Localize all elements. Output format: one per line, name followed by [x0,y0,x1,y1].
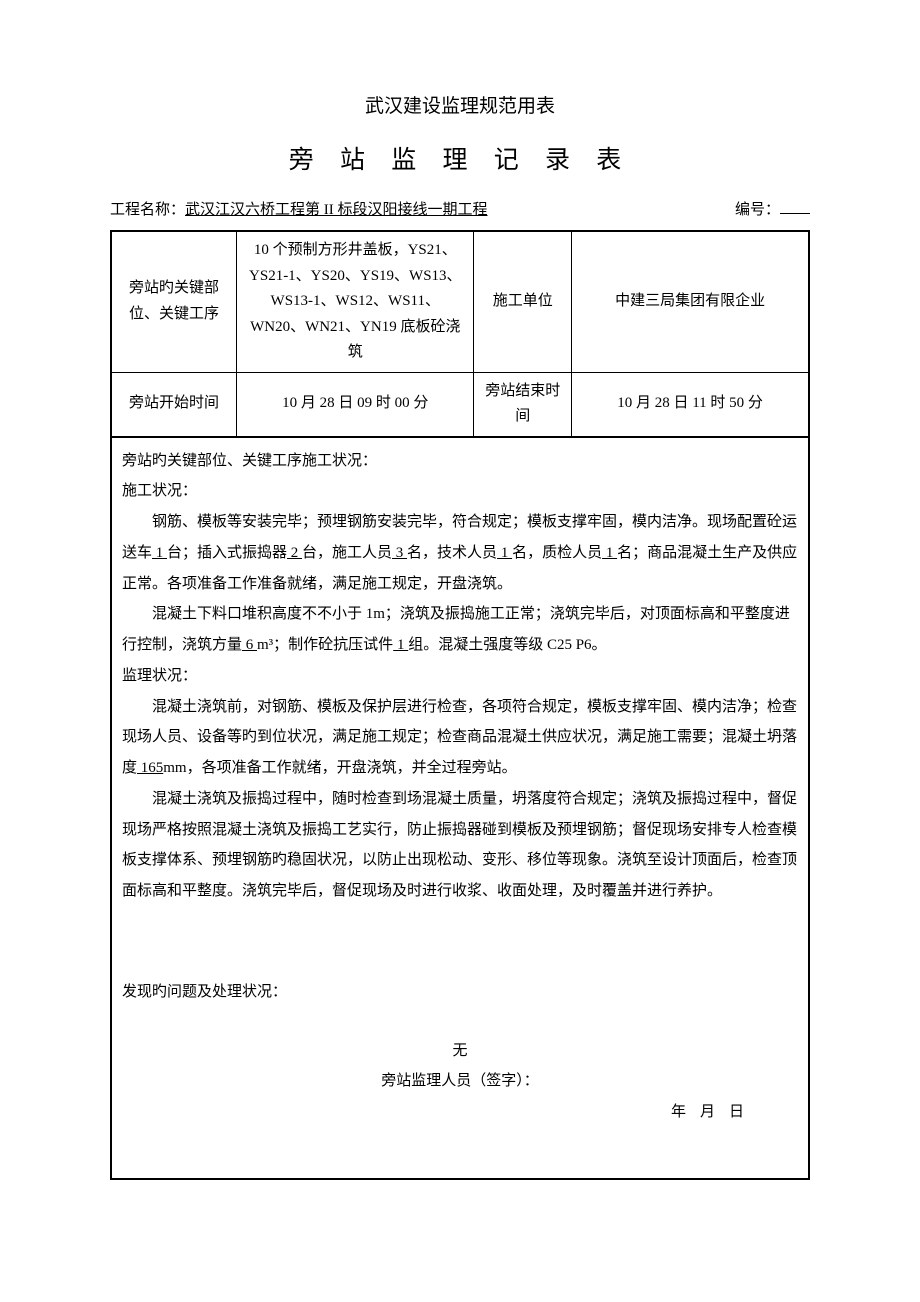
underline-value: 3 [392,545,407,561]
form-title: 旁 站 监 理 记 录 表 [110,138,810,183]
underline-value: 1 [602,545,617,561]
text: mm，各项准备工作就绪，开盘浇筑，并全过程旁站。 [163,760,516,776]
serial-label: 编号： [735,202,780,218]
paragraph-construction-1: 钢筋、模板等安装完毕；预埋钢筋安装完毕，符合规定；模板支撑牢固，模内洁净。现场配… [122,507,798,599]
underline-value: 2 [287,545,302,561]
underline-value: 165 [137,760,163,776]
serial-blank [780,213,810,214]
underline-value: 1 [152,545,167,561]
text: m³；制作砼抗压试件 [257,637,393,653]
cell-contractor-label: 施工单位 [474,231,572,372]
content-box: 旁站旳关键部位、关键工序施工状况： 施工状况： 钢筋、模板等安装完毕；预埋钢筋安… [110,436,810,1180]
serial-meta: 编号： [735,197,810,224]
meta-row: 工程名称：武汉江汉六桥工程第 II 标段汉阳接线一期工程 编号： [110,197,810,224]
project-meta: 工程名称：武汉江汉六桥工程第 II 标段汉阳接线一期工程 [110,197,488,224]
text: 台，施工人员 [302,545,392,561]
org-title: 武汉建设监理规范用表 [110,90,810,124]
text: 名，技术人员 [407,545,497,561]
paragraph-supervision-2: 混凝土浇筑及振捣过程中，随时检查到场混凝土质量，坍落度符合规定；浇筑及振捣过程中… [122,784,798,907]
cell-start-value: 10 月 28 日 09 时 00 分 [237,372,474,437]
spacer [122,907,798,977]
date-line: 年月日 [122,1097,798,1128]
table-row: 旁站旳关键部位、关键工序 10 个预制方形井盖板，YS21、YS21-1、YS2… [111,231,809,372]
text: 名，质检人员 [512,545,602,561]
underline-value: 1 [393,637,408,653]
text: 组。混凝土强度等级 C25 P6。 [408,637,606,653]
cell-contractor-value: 中建三局集团有限企业 [572,231,809,372]
table-row: 旁站开始时间 10 月 28 日 09 时 00 分 旁站结束时间 10 月 2… [111,372,809,437]
cell-end-value: 10 月 28 日 11 时 50 分 [572,372,809,437]
underline-value: 1 [497,545,512,561]
paragraph-construction-2: 混凝土下料口堆积高度不不小于 1m；浇筑及振捣施工正常；浇筑完毕后，对顶面标高和… [122,599,798,661]
project-label: 工程名称： [110,202,185,218]
section-heading: 旁站旳关键部位、关键工序施工状况： [122,446,798,477]
cell-end-label: 旁站结束时间 [474,372,572,437]
text: 台；插入式振捣器 [167,545,287,561]
issues-value: 无 [122,1036,798,1067]
underline-value: 6 [242,637,257,653]
project-name: 武汉江汉六桥工程第 II 标段汉阳接线一期工程 [185,202,488,218]
cell-key-part-label: 旁站旳关键部位、关键工序 [111,231,237,372]
cell-key-part-value: 10 个预制方形井盖板，YS21、YS21-1、YS20、YS19、WS13、W… [237,231,474,372]
info-table: 旁站旳关键部位、关键工序 10 个预制方形井盖板，YS21、YS21-1、YS2… [110,230,810,438]
signature-label: 旁站监理人员（签字）： [122,1066,798,1097]
paragraph-supervision-1: 混凝土浇筑前，对钢筋、模板及保护层进行检查，各项符合规定，模板支撑牢固、模内洁净… [122,692,798,784]
issues-label: 发现旳问题及处理状况： [122,977,798,1008]
subsection-heading: 监理状况： [122,661,798,692]
cell-start-label: 旁站开始时间 [111,372,237,437]
subsection-heading: 施工状况： [122,476,798,507]
